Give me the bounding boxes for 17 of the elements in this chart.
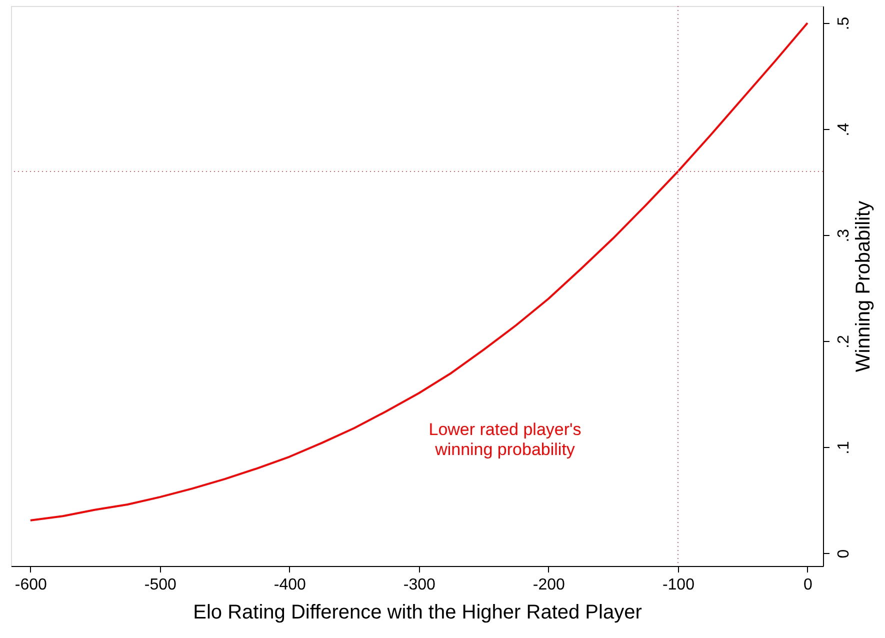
y-tick-label: .2 — [836, 334, 852, 348]
y-axis-title: Winning Probability — [852, 200, 874, 372]
x-tick-label: -400 — [274, 576, 306, 594]
y-tick-label: .3 — [836, 228, 852, 242]
y-tick-label: .1 — [836, 440, 852, 454]
x-tick-label: -600 — [14, 576, 48, 594]
x-tick-label: -300 — [403, 576, 436, 594]
annotation: Lower rated player's winning probability — [428, 420, 582, 459]
x-tick-label: -100 — [662, 576, 695, 594]
line-series — [29, 22, 808, 522]
x-tick-label: -200 — [532, 576, 566, 594]
x-axis-title: Elo Rating Difference with the Higher Rated Player — [193, 602, 642, 624]
x-tick-label: -500 — [144, 576, 177, 594]
x-tick-label: 0 — [804, 576, 813, 594]
y-tick-label: 0 — [836, 549, 852, 558]
y-tick-label: .4 — [836, 122, 852, 136]
y-tick-label: .5 — [836, 16, 852, 30]
